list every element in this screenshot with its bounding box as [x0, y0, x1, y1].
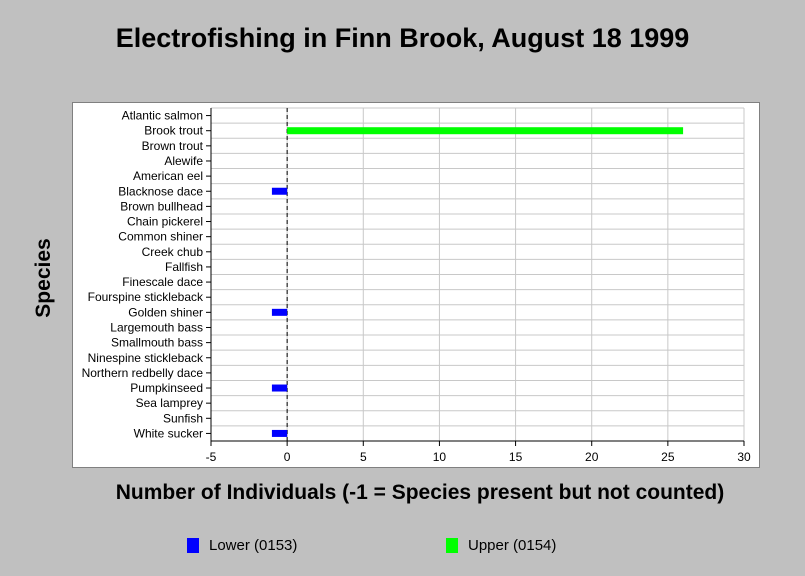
y-tick-label: Brown bullhead: [120, 199, 203, 213]
x-tick-label: 15: [509, 450, 523, 464]
legend-item-upper: Upper (0154): [446, 537, 556, 554]
bar-upper: [287, 127, 684, 135]
chart-title: Electrofishing in Finn Brook, August 18 …: [115, 23, 690, 53]
legend-label-upper: Upper (0154): [468, 537, 557, 554]
plot-area: [72, 102, 760, 468]
y-tick-label: Northern redbelly dace: [82, 366, 204, 380]
legend-swatch-upper: [446, 538, 458, 553]
y-tick-label: Chain pickerel: [127, 215, 203, 229]
y-tick-label: Sea lamprey: [136, 396, 203, 410]
y-tick-label: Brook trout: [144, 124, 203, 138]
y-tick-label: Fallfish: [165, 260, 203, 274]
y-tick-label: Common shiner: [118, 230, 203, 244]
y-tick-label: Largemouth bass: [110, 320, 203, 334]
x-tick-label: -5: [206, 450, 217, 464]
y-tick-label: Golden shiner: [128, 305, 203, 319]
y-tick-label: Alewife: [164, 154, 203, 168]
x-axis-label: Number of Individuals (-1 = Species pres…: [115, 481, 725, 504]
x-tick-label: 0: [284, 450, 291, 464]
y-tick-label: Pumpkinseed: [130, 381, 203, 395]
x-tick-label: 30: [737, 450, 751, 464]
legend-swatch-lower: [187, 538, 199, 553]
y-tick-label: Smallmouth bass: [111, 336, 203, 350]
y-axis-label: Species: [32, 238, 55, 318]
x-tick-label: 25: [661, 450, 675, 464]
x-tick-label: 20: [585, 450, 599, 464]
y-tick-label: Ninespine stickleback: [88, 351, 204, 365]
legend-label-lower: Lower (0153): [209, 537, 298, 554]
bar-lower: [271, 187, 288, 195]
y-tick-label: Blacknose dace: [118, 184, 203, 198]
legend-item-lower: Lower (0153): [187, 537, 297, 554]
y-tick-label: Sunfish: [163, 411, 203, 425]
bar-lower: [271, 308, 288, 316]
y-tick-label: Fourspine stickleback: [88, 290, 204, 304]
y-tick-label: Atlantic salmon: [122, 109, 203, 123]
y-tick-label: White sucker: [134, 426, 203, 440]
x-tick-label: 5: [360, 450, 367, 464]
bar-lower: [271, 384, 288, 392]
bar-lower: [271, 429, 288, 437]
y-tick-label: Brown trout: [142, 139, 204, 153]
y-tick-label: American eel: [133, 169, 203, 183]
x-tick-label: 10: [433, 450, 447, 464]
y-tick-label: Creek chub: [142, 245, 204, 259]
y-tick-label: Finescale dace: [122, 275, 203, 289]
